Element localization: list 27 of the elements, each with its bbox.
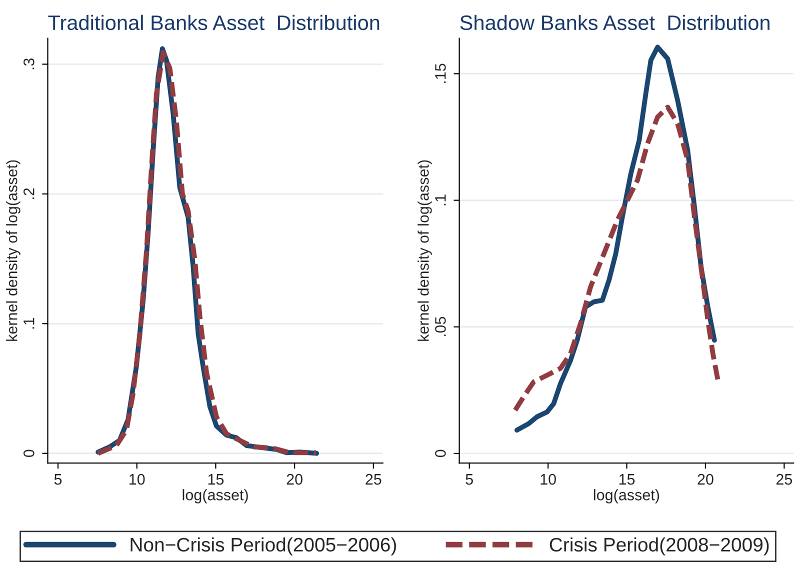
x-tick-label: 20	[286, 474, 302, 485]
y-tick-label: .05	[435, 316, 446, 336]
chart-title: Traditional Banks Asset Distribution	[48, 14, 380, 30]
chart-title: Shadow Banks Asset Distribution	[460, 14, 770, 30]
legend-label: Non−Crisis Period(2005−2006)	[130, 537, 396, 556]
x-tick-label: 10	[540, 474, 556, 485]
x-tick-label: 20	[698, 474, 714, 485]
x-axis-title: log(asset)	[182, 489, 248, 504]
x-tick-label: 5	[466, 474, 473, 485]
y-tick-label: .3	[24, 58, 34, 70]
y-tick-label: 0	[435, 450, 446, 458]
line-series	[512, 104, 720, 413]
y-tick-label: .1	[24, 318, 34, 329]
x-tick-label: 5	[54, 474, 62, 485]
x-tick-label: 15	[208, 474, 224, 485]
x-tick-label: 10	[130, 474, 145, 485]
y-tick-label: 0	[24, 450, 34, 458]
y-axis-title: kernel density of log(asset)	[6, 160, 20, 341]
legend-label: Crisis Period(2008−2009)	[550, 537, 769, 556]
x-tick-label: 25	[366, 474, 382, 485]
x-tick-label: 15	[619, 474, 635, 485]
x-tick-label: 25	[776, 474, 792, 485]
x-axis-title: log(asset)	[594, 489, 660, 504]
y-tick-label: .2	[24, 188, 34, 199]
y-axis-title: kernel density of log(asset)	[418, 160, 432, 341]
y-tick-label: .15	[435, 64, 446, 83]
y-tick-label: .1	[435, 194, 446, 206]
